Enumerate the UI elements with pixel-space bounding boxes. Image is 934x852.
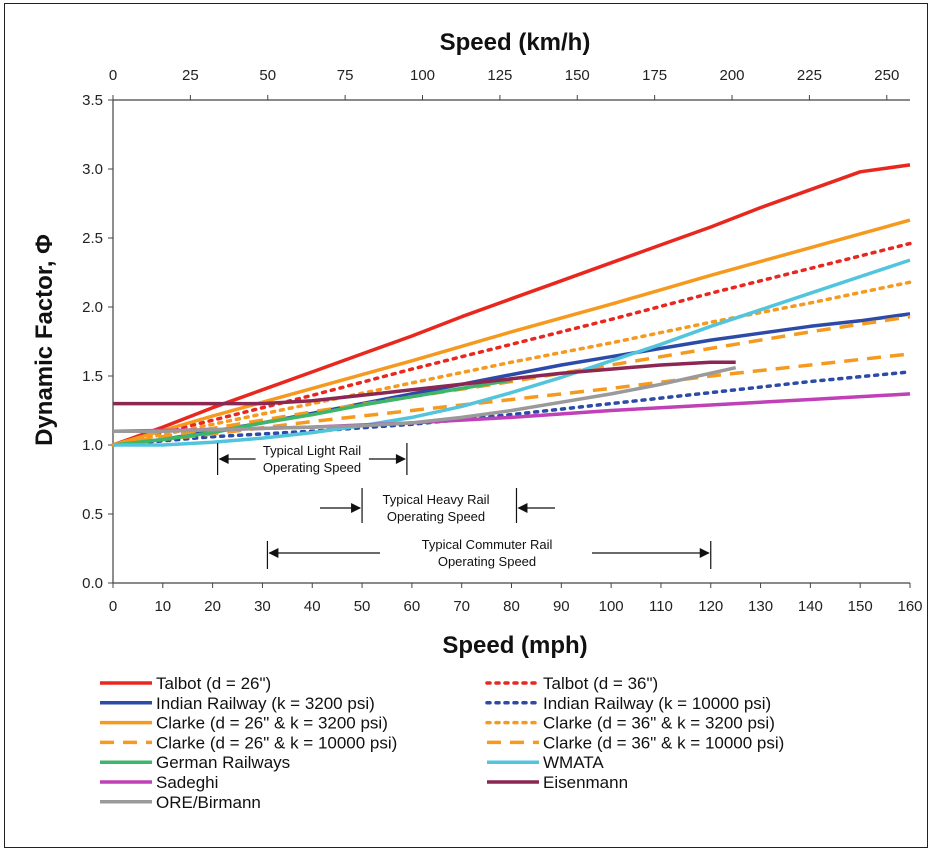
annotation-arrowhead <box>218 454 229 464</box>
legend-label-2: Indian Railway (k = 3200 psi) <box>156 694 375 713</box>
x-tick-label: 30 <box>254 598 271 615</box>
chart-frame <box>4 3 928 848</box>
x2-tick-label: 150 <box>565 67 590 84</box>
legend-label-8: German Railways <box>156 753 290 772</box>
legend: Talbot (d = 26") Talbot (d = 36")Indian R… <box>100 674 784 812</box>
legend-label-10: Sadeghi <box>156 773 218 792</box>
x2-tick-label: 225 <box>797 67 822 84</box>
annotation-label: Operating Speed <box>438 554 536 569</box>
legend-label-6: Clarke (d = 26" & k = 10000 psi) <box>156 733 397 752</box>
x-tick-label: 160 <box>897 598 922 615</box>
series-line-0 <box>112 163 911 447</box>
x-tick-label: 120 <box>698 598 723 615</box>
series-line-3 <box>111 370 912 447</box>
legend-label-12: ORE/Birmann <box>156 793 261 812</box>
x-tick-label: 50 <box>354 598 371 615</box>
y-tick-label: 3.5 <box>82 92 103 109</box>
x-tick-label: 70 <box>453 598 470 615</box>
annotation-label: Operating Speed <box>263 460 361 475</box>
x-tick-label: 100 <box>599 598 624 615</box>
x2-tick-label: 175 <box>642 67 667 84</box>
legend-label-5: Clarke (d = 36" & k = 3200 psi) <box>543 714 775 733</box>
x-tick-label: 140 <box>798 598 823 615</box>
legend-label-3: Indian Railway (k = 10000 psi) <box>543 694 771 713</box>
y-tick-label: 0.0 <box>82 575 103 592</box>
legend-label-4: Clarke (d = 26" & k = 3200 psi) <box>156 714 388 733</box>
annotation-label: Operating Speed <box>387 509 485 524</box>
annotation-arrowhead <box>699 548 710 558</box>
x-tick-label: 0 <box>109 598 117 615</box>
annotation-arrowhead <box>351 503 362 513</box>
x-tick-label: 150 <box>848 598 873 615</box>
legend-label-7: Clarke (d = 36" & k = 10000 psi) <box>543 733 784 752</box>
annotation-label: Typical Heavy Rail <box>383 492 490 507</box>
series-line-5 <box>111 280 912 447</box>
annotation-label: Typical Light Rail <box>263 443 361 458</box>
x2-tick-label: 250 <box>874 67 899 84</box>
x2-tick-label: 200 <box>720 67 745 84</box>
series-line-1 <box>111 241 912 447</box>
x-tick-label: 80 <box>503 598 520 615</box>
annotation-arrowhead <box>517 503 528 513</box>
series-line-9 <box>113 258 911 447</box>
x-tick-label: 40 <box>304 598 321 615</box>
x-tick-label: 10 <box>154 598 171 615</box>
legend-label-11: Eisenmann <box>543 773 628 792</box>
legend-label-0: Talbot (d = 26") <box>156 674 271 693</box>
x-tick-label: 20 <box>204 598 221 615</box>
x-tick-label: 110 <box>649 598 673 615</box>
y-tick-label: 0.5 <box>82 506 103 523</box>
y-tick-label: 1.0 <box>82 437 103 454</box>
series-layer <box>111 163 912 447</box>
annotation-layer: Typical Light Rail Operating Speed Typical… <box>217 443 712 569</box>
y-tick-label: 1.5 <box>82 368 103 385</box>
y-tick-label: 2.0 <box>82 299 103 316</box>
plot-area: 0 10 20 30 40 50 60 70 80 90 100 110 120 130 140 150 160… <box>82 67 922 615</box>
x-tick-label: 60 <box>404 598 421 615</box>
series-line-8 <box>112 378 512 447</box>
x-tick-label: 130 <box>748 598 773 615</box>
annotation-arrowhead <box>268 548 279 558</box>
legend-label-1: Talbot (d = 36") <box>543 674 658 693</box>
series-line-7 <box>112 352 911 447</box>
annotation-label: Typical Commuter Rail <box>422 537 553 552</box>
series-line-12 <box>113 365 737 433</box>
x2-tick-label: 125 <box>487 67 512 84</box>
legend-label-9: WMATA <box>543 753 604 772</box>
x-axis-title: Speed (mph) <box>442 632 587 659</box>
x2-axis-title: Speed (km/h) <box>440 29 591 56</box>
x2-tick-label: 50 <box>259 67 276 84</box>
y-tick-label: 3.0 <box>82 161 103 178</box>
annotation-arrowhead <box>395 454 406 464</box>
y-tick-label: 2.5 <box>82 230 103 247</box>
axis-ticks: 0 10 20 30 40 50 60 70 80 90 100 110 120 130 140 150 160… <box>82 67 922 615</box>
x-tick-label: 90 <box>553 598 570 615</box>
x2-tick-label: 100 <box>410 67 435 84</box>
x2-tick-label: 75 <box>337 67 354 84</box>
x2-tick-label: 25 <box>182 67 199 84</box>
series-line-11 <box>113 360 736 406</box>
series-line-4 <box>112 218 911 447</box>
x2-tick-label: 0 <box>109 67 117 84</box>
y-axis-title: Dynamic Factor, Φ <box>31 234 58 446</box>
